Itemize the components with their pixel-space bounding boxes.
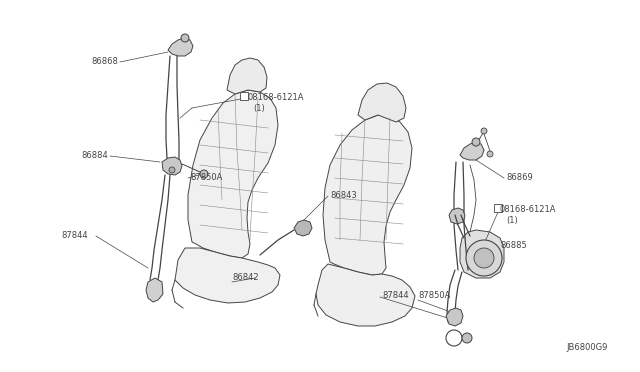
Text: 08168-6121A: 08168-6121A xyxy=(500,205,557,215)
Circle shape xyxy=(169,167,175,173)
Text: (1): (1) xyxy=(506,215,518,224)
Polygon shape xyxy=(168,38,193,56)
Text: 86843: 86843 xyxy=(330,192,356,201)
Circle shape xyxy=(466,240,502,276)
Circle shape xyxy=(472,138,480,146)
Polygon shape xyxy=(460,142,484,160)
Circle shape xyxy=(474,248,494,268)
Circle shape xyxy=(462,333,472,343)
FancyBboxPatch shape xyxy=(494,204,502,212)
Text: 86868: 86868 xyxy=(91,58,118,67)
Text: 87850A: 87850A xyxy=(418,291,451,299)
Circle shape xyxy=(181,34,189,42)
Polygon shape xyxy=(460,230,504,278)
Polygon shape xyxy=(162,157,182,175)
Text: 08168-6121A: 08168-6121A xyxy=(248,93,305,103)
Text: 86842: 86842 xyxy=(232,273,259,282)
Polygon shape xyxy=(146,278,163,302)
Circle shape xyxy=(487,151,493,157)
Text: JB6800G9: JB6800G9 xyxy=(566,343,608,352)
Polygon shape xyxy=(227,58,267,94)
Text: 87850A: 87850A xyxy=(190,173,222,183)
Text: 86869: 86869 xyxy=(506,173,532,183)
Polygon shape xyxy=(446,308,463,326)
Polygon shape xyxy=(449,208,465,224)
Text: 87844: 87844 xyxy=(382,291,408,299)
Polygon shape xyxy=(316,264,415,326)
Circle shape xyxy=(446,330,462,346)
Text: 86884: 86884 xyxy=(81,151,108,160)
Polygon shape xyxy=(294,220,312,236)
FancyBboxPatch shape xyxy=(240,92,248,100)
Polygon shape xyxy=(358,83,406,122)
Text: 86885: 86885 xyxy=(500,241,527,250)
Text: 87844: 87844 xyxy=(61,231,88,241)
Text: (1): (1) xyxy=(253,103,265,112)
Circle shape xyxy=(481,128,487,134)
Circle shape xyxy=(200,170,208,178)
Polygon shape xyxy=(175,248,280,303)
Polygon shape xyxy=(323,115,412,275)
Polygon shape xyxy=(188,90,278,258)
